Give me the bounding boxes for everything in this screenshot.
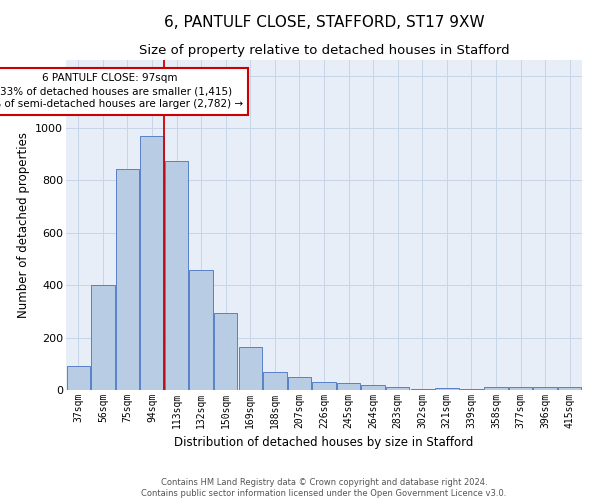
Bar — [460, 388, 483, 390]
Bar — [140, 136, 164, 390]
Bar — [361, 385, 385, 390]
Bar — [484, 388, 508, 390]
Bar — [214, 312, 238, 390]
Bar — [558, 388, 581, 390]
Bar — [435, 388, 458, 390]
Text: 6, PANTULF CLOSE, STAFFORD, ST17 9XW: 6, PANTULF CLOSE, STAFFORD, ST17 9XW — [164, 15, 484, 30]
Bar — [263, 372, 287, 390]
Bar — [288, 377, 311, 390]
Bar — [116, 168, 139, 390]
Bar — [386, 387, 409, 390]
Bar — [337, 384, 360, 390]
Bar — [509, 388, 532, 390]
Bar — [239, 347, 262, 390]
Bar — [313, 382, 335, 390]
Bar — [67, 366, 90, 390]
Text: 6 PANTULF CLOSE: 97sqm
← 33% of detached houses are smaller (1,415)
65% of semi-: 6 PANTULF CLOSE: 97sqm ← 33% of detached… — [0, 73, 243, 110]
Bar — [533, 388, 557, 390]
Title: Size of property relative to detached houses in Stafford: Size of property relative to detached ho… — [139, 44, 509, 58]
Bar — [91, 285, 115, 390]
Y-axis label: Number of detached properties: Number of detached properties — [17, 132, 29, 318]
Bar — [190, 270, 213, 390]
X-axis label: Distribution of detached houses by size in Stafford: Distribution of detached houses by size … — [175, 436, 473, 450]
Bar — [165, 161, 188, 390]
Text: Contains HM Land Registry data © Crown copyright and database right 2024.
Contai: Contains HM Land Registry data © Crown c… — [142, 478, 506, 498]
Bar — [410, 388, 434, 390]
